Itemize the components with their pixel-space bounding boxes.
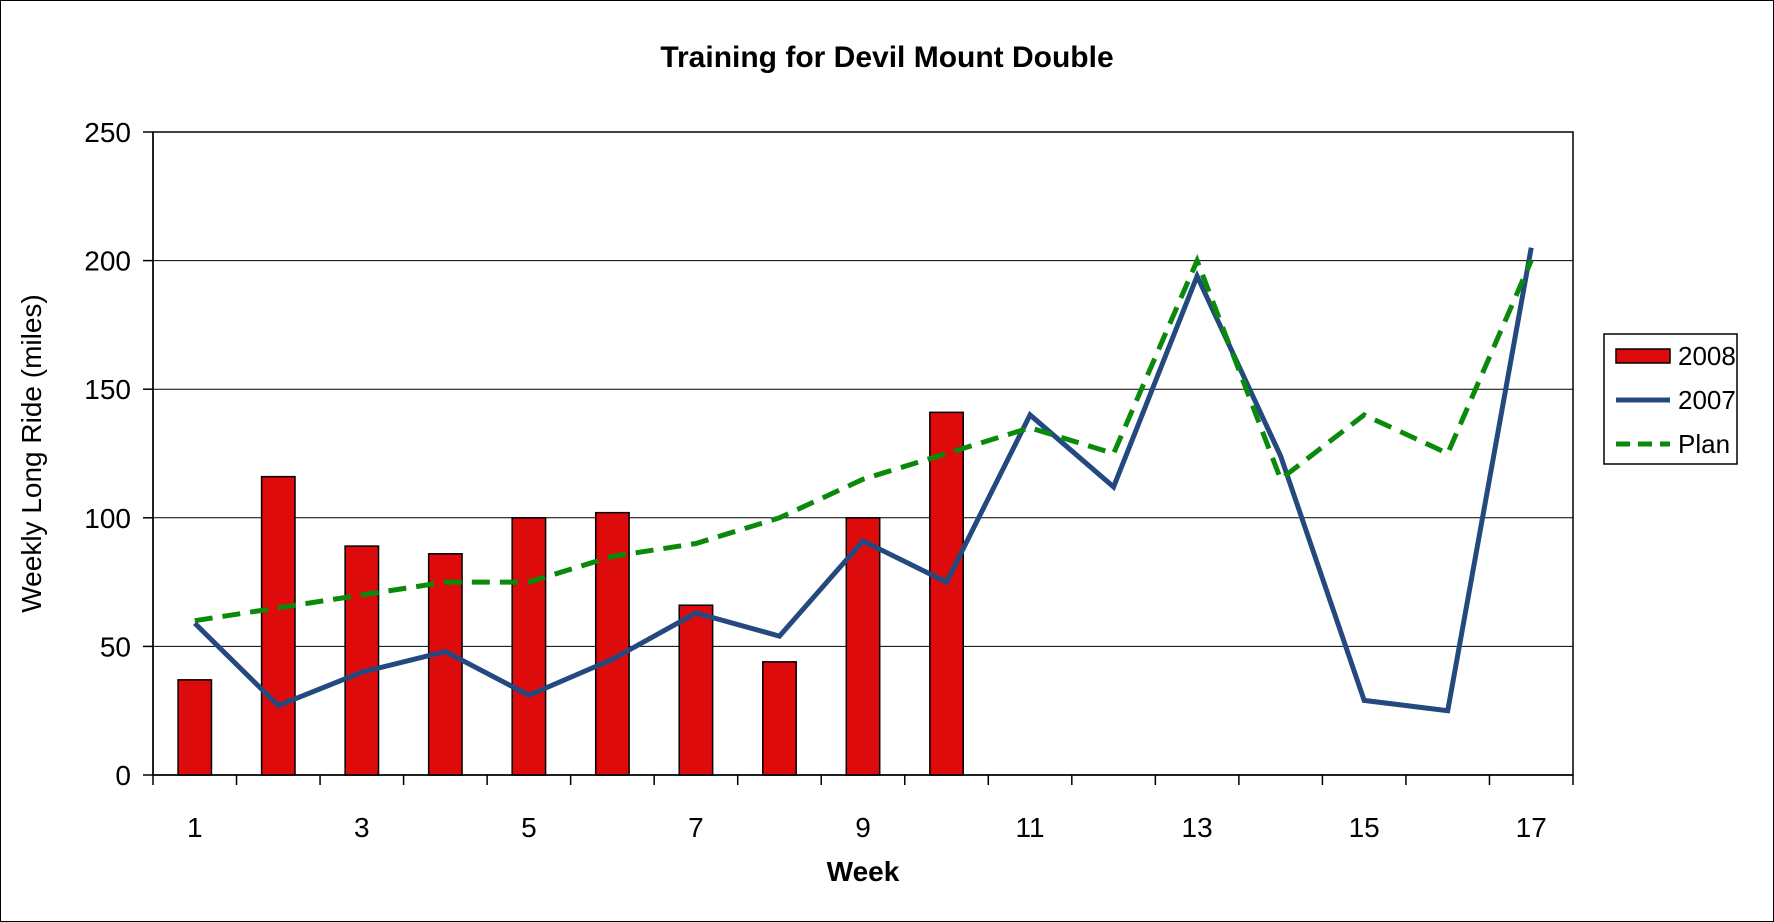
y-axis-title: Weekly Long Ride (miles) [16,294,47,613]
x-tick-label: 15 [1349,812,1380,843]
bars-2008 [177,411,964,776]
series-line-plan [194,253,1534,624]
bar-2008 [511,517,547,776]
legend-swatch-2008 [1615,348,1671,364]
bar-2008 [762,661,797,776]
series-line-2007 [193,247,1534,714]
y-tick-label: 100 [84,503,131,534]
bar-2008 [344,545,380,776]
bar-2008 [929,411,964,776]
bar-2008 [845,517,881,776]
y-tick-label: 150 [84,374,131,405]
x-tick-label: 13 [1182,812,1213,843]
y-tick-label: 0 [115,760,131,791]
x-tick-label: 5 [521,812,537,843]
x-tick-label: 17 [1516,812,1547,843]
x-tick-label: 1 [187,812,203,843]
x-tick-label: 11 [1016,812,1045,843]
bar-2008 [594,511,630,776]
bar-2008 [427,553,463,776]
legend-label-2007: 2007 [1678,385,1736,415]
y-tick-label: 250 [84,117,131,148]
x-tick-label: 3 [354,812,370,843]
y-tick-label: 50 [100,631,131,662]
legend-label-2008: 2008 [1678,341,1736,371]
bar-2008 [678,604,714,776]
y-tick-label: 200 [84,246,131,277]
chart-title: Training for Devil Mount Double [660,41,1113,74]
legend: 2008 2007 Plan [1603,333,1738,465]
lines [193,247,1534,714]
x-axis-title: Week [827,856,900,887]
legend-label-plan: Plan [1678,429,1730,459]
x-tick-label: 7 [688,812,704,843]
x-tick-label: 9 [855,812,871,843]
bar-2008 [177,679,213,776]
bar-2008 [260,475,296,776]
